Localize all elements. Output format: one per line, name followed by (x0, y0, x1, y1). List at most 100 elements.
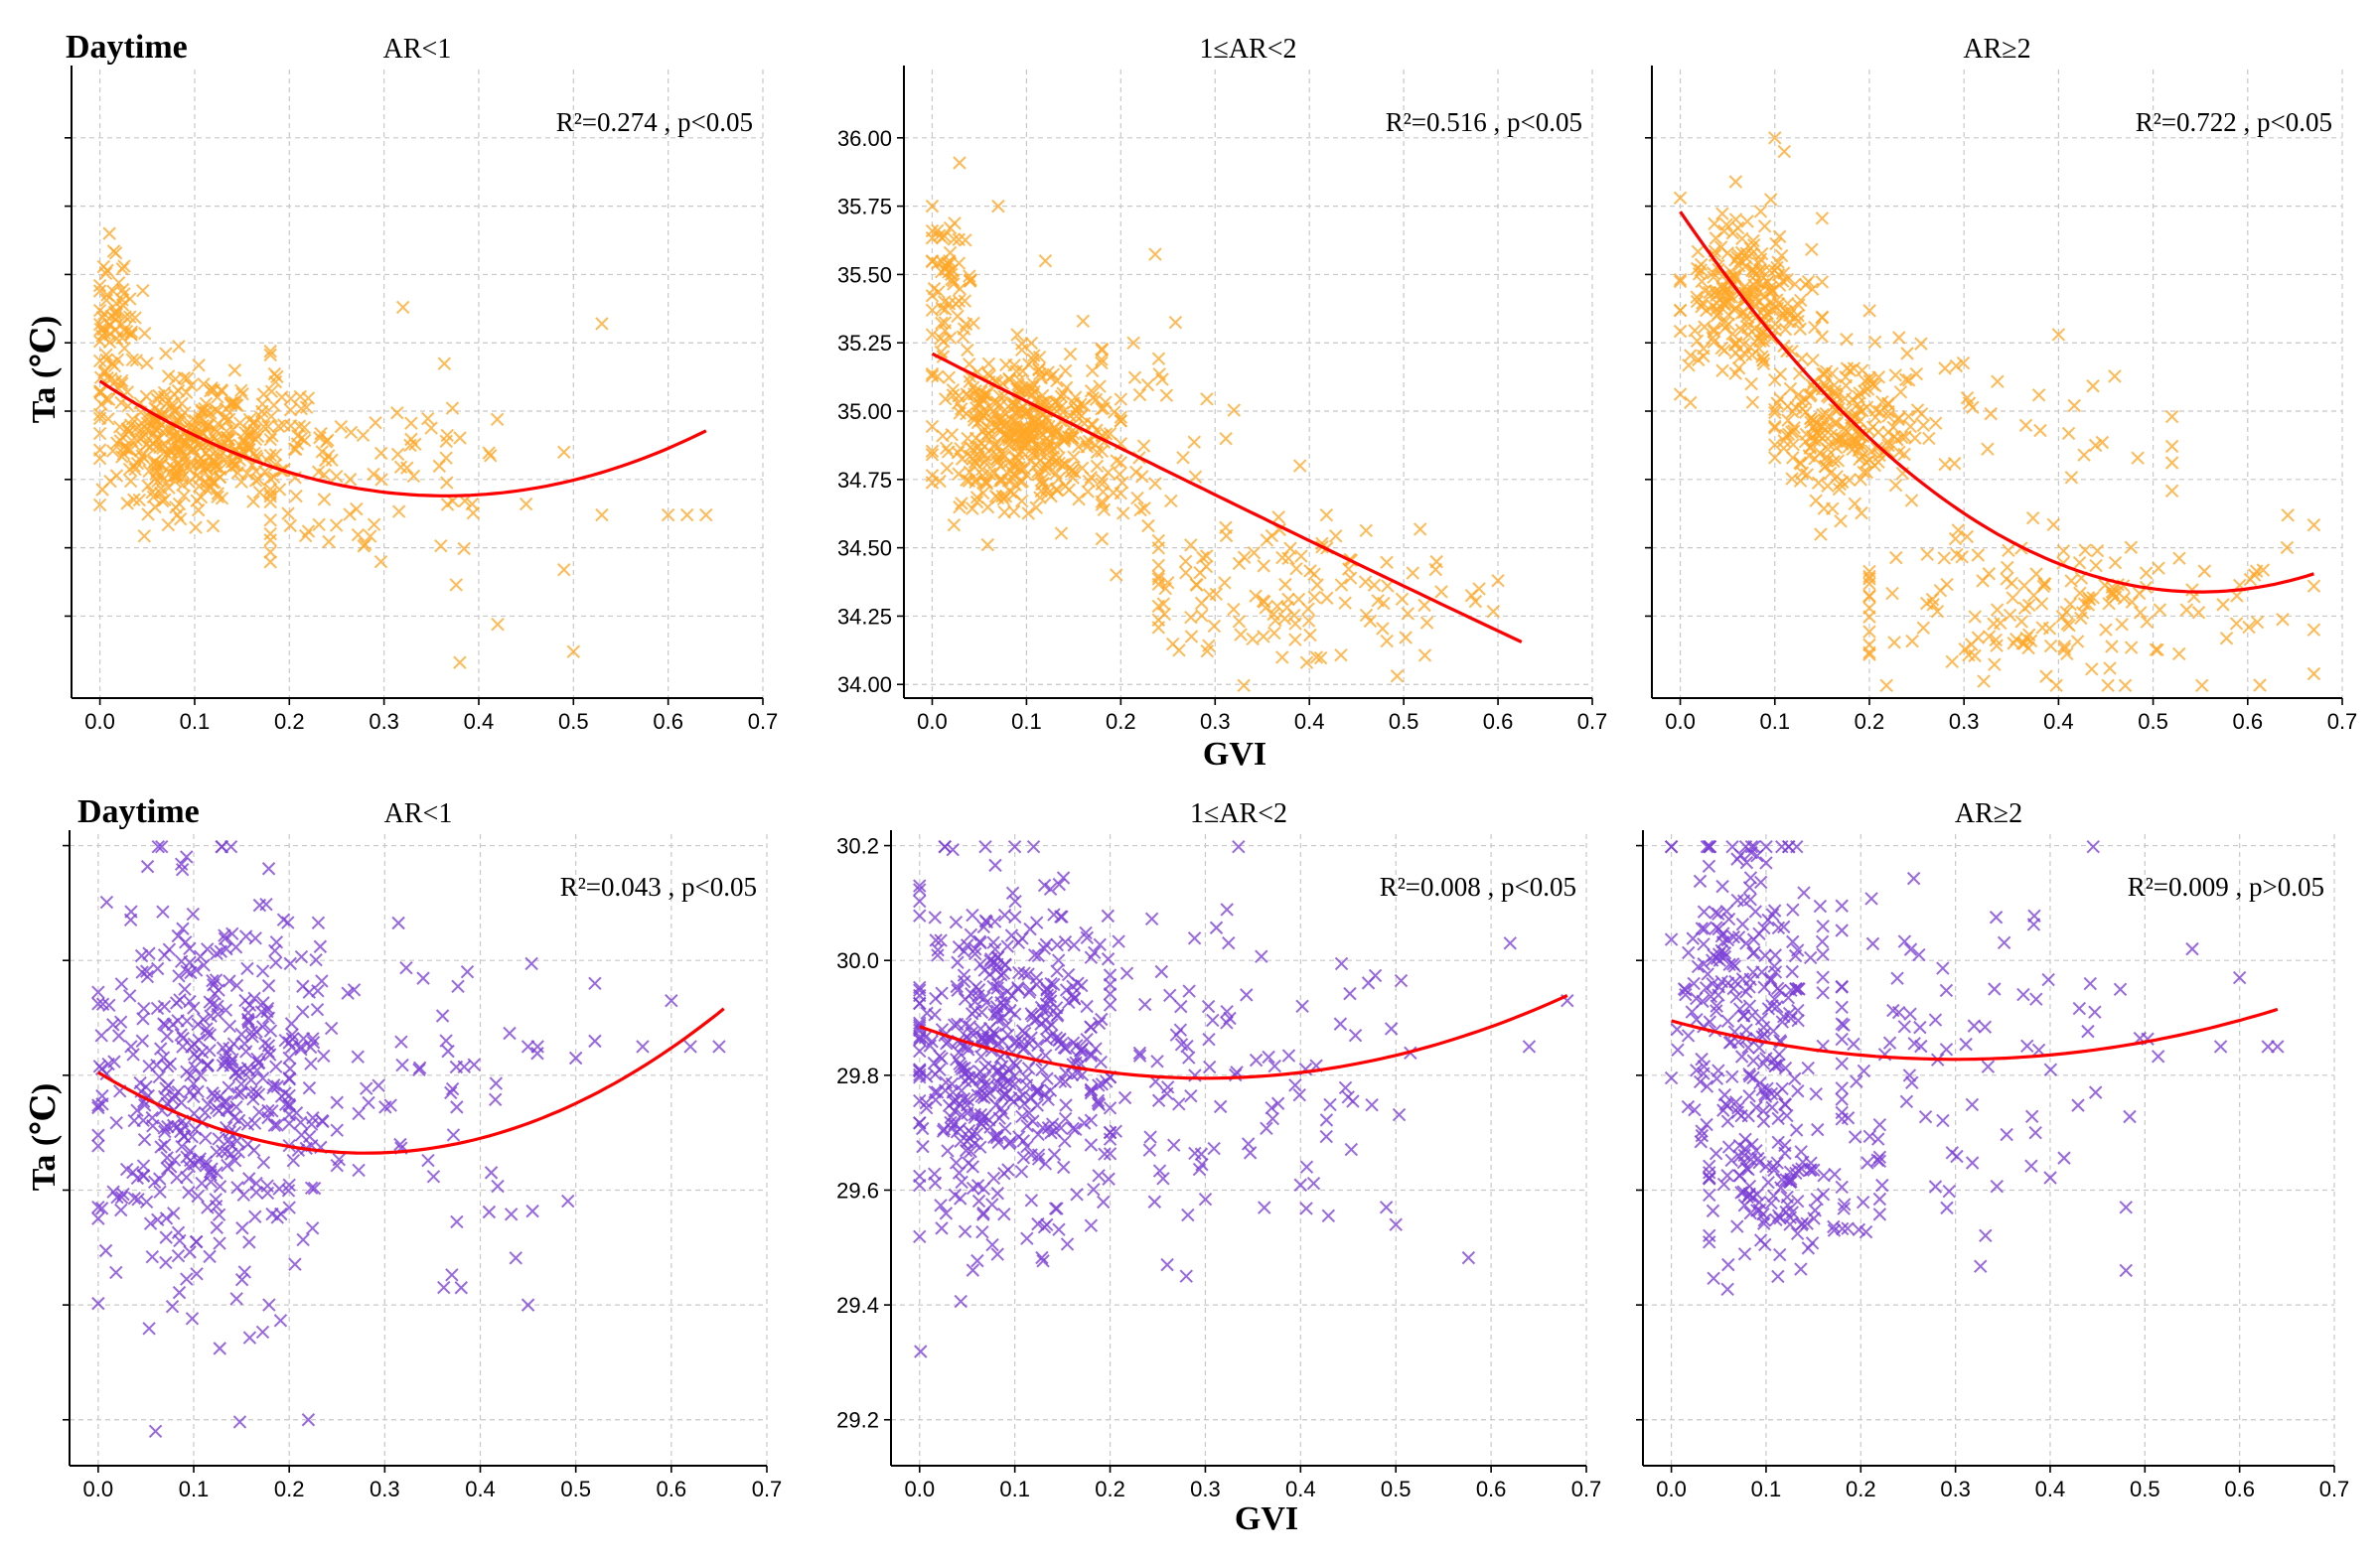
data-point (1052, 1033, 1066, 1048)
data-point (913, 1229, 927, 1244)
data-point (1417, 598, 1431, 613)
data-point (2086, 840, 2100, 854)
data-point (444, 1085, 458, 1100)
data-point (995, 1034, 1009, 1049)
data-point (2229, 617, 2244, 631)
data-point (1768, 965, 1783, 979)
data-point (223, 974, 236, 988)
data-point (938, 324, 953, 338)
data-point (1022, 1037, 1036, 1051)
data-point (179, 385, 194, 399)
data-point (1061, 967, 1076, 982)
data-point (1939, 1043, 1954, 1057)
data-point (1287, 608, 1301, 623)
data-point (519, 497, 533, 511)
data-point (1767, 1163, 1781, 1178)
data-point (1862, 374, 1877, 388)
data-point (1786, 934, 1800, 949)
data-point (1084, 1138, 1099, 1152)
data-point (1223, 1011, 1237, 1026)
data-point (925, 223, 940, 238)
data-point (1918, 1109, 1933, 1124)
data-point (957, 944, 971, 958)
data-point (1048, 421, 1062, 435)
data-point (92, 303, 107, 318)
data-point (151, 1212, 165, 1226)
data-point (134, 948, 149, 963)
data-point (193, 471, 208, 485)
data-point (2118, 678, 2133, 693)
y-tick-label: 30.2 (836, 834, 879, 859)
data-point (972, 1072, 987, 1086)
data-point (136, 1113, 150, 1128)
data-point (1769, 236, 1783, 251)
data-point (1027, 948, 1042, 962)
data-point (942, 370, 957, 384)
data-point (1816, 920, 1830, 933)
data-point (1888, 478, 1903, 493)
x-tick-label: 0.4 (1285, 1477, 1316, 1501)
data-point (2271, 1040, 2285, 1054)
data-point (991, 977, 1005, 992)
data-point (1219, 431, 1233, 446)
data-point (913, 1044, 927, 1059)
data-point (2000, 1127, 2013, 1142)
x-tick-label: 0.1 (179, 1477, 210, 1501)
data-point (1190, 578, 1204, 592)
x-tick-label: 0.5 (1389, 709, 1419, 734)
fit-curve (96, 1007, 725, 1155)
data-point (1710, 1004, 1723, 1018)
data-point (939, 441, 954, 456)
data-point (973, 957, 987, 971)
data-point (1906, 871, 1921, 886)
data-point (1334, 956, 1349, 971)
data-point (960, 473, 973, 488)
data-point (1942, 1184, 1956, 1199)
data-point (1704, 989, 1718, 1004)
data-point (191, 1051, 205, 1066)
data-point (263, 487, 277, 500)
data-point (1148, 477, 1162, 491)
x-tick-label: 0.0 (83, 1477, 114, 1501)
data-point (278, 1097, 293, 1111)
data-point (1070, 1188, 1084, 1202)
data-point (210, 946, 223, 960)
data-point (1836, 475, 1850, 490)
data-point (1729, 990, 1743, 1004)
data-point (1698, 922, 1711, 936)
data-point (2164, 409, 2179, 424)
data-point (174, 857, 189, 871)
data-point (1147, 1195, 1162, 1209)
data-point (969, 491, 984, 504)
data-point (1051, 953, 1066, 967)
data-point (1988, 982, 2002, 996)
data-point (1084, 1020, 1099, 1035)
x-axis-label-top: GVI (1203, 736, 1266, 773)
data-point (2028, 1125, 2042, 1140)
data-point (1257, 559, 1270, 573)
data-point (1001, 474, 1016, 488)
data-point (985, 1237, 999, 1252)
data-point (1786, 437, 1800, 452)
data-point (1903, 1007, 1917, 1021)
data-point (1043, 882, 1058, 897)
data-point (289, 489, 303, 503)
data-point (1752, 1155, 1766, 1170)
data-point (1114, 410, 1128, 424)
data-point (1323, 1097, 1337, 1112)
data-point (1913, 1020, 1927, 1035)
data-point (1715, 269, 1729, 284)
data-point (1703, 1159, 1716, 1173)
data-point (294, 1128, 309, 1142)
data-point (1321, 1209, 1336, 1223)
data-point (1047, 1124, 1062, 1138)
panel-title: AR≥2 (1955, 798, 2022, 829)
data-point (373, 446, 388, 461)
data-point (1044, 452, 1058, 466)
data-point (259, 898, 273, 912)
data-point (145, 486, 159, 499)
data-point (1703, 285, 1716, 300)
data-point (1808, 452, 1822, 466)
data-point (2117, 591, 2132, 606)
data-point (2306, 666, 2321, 681)
